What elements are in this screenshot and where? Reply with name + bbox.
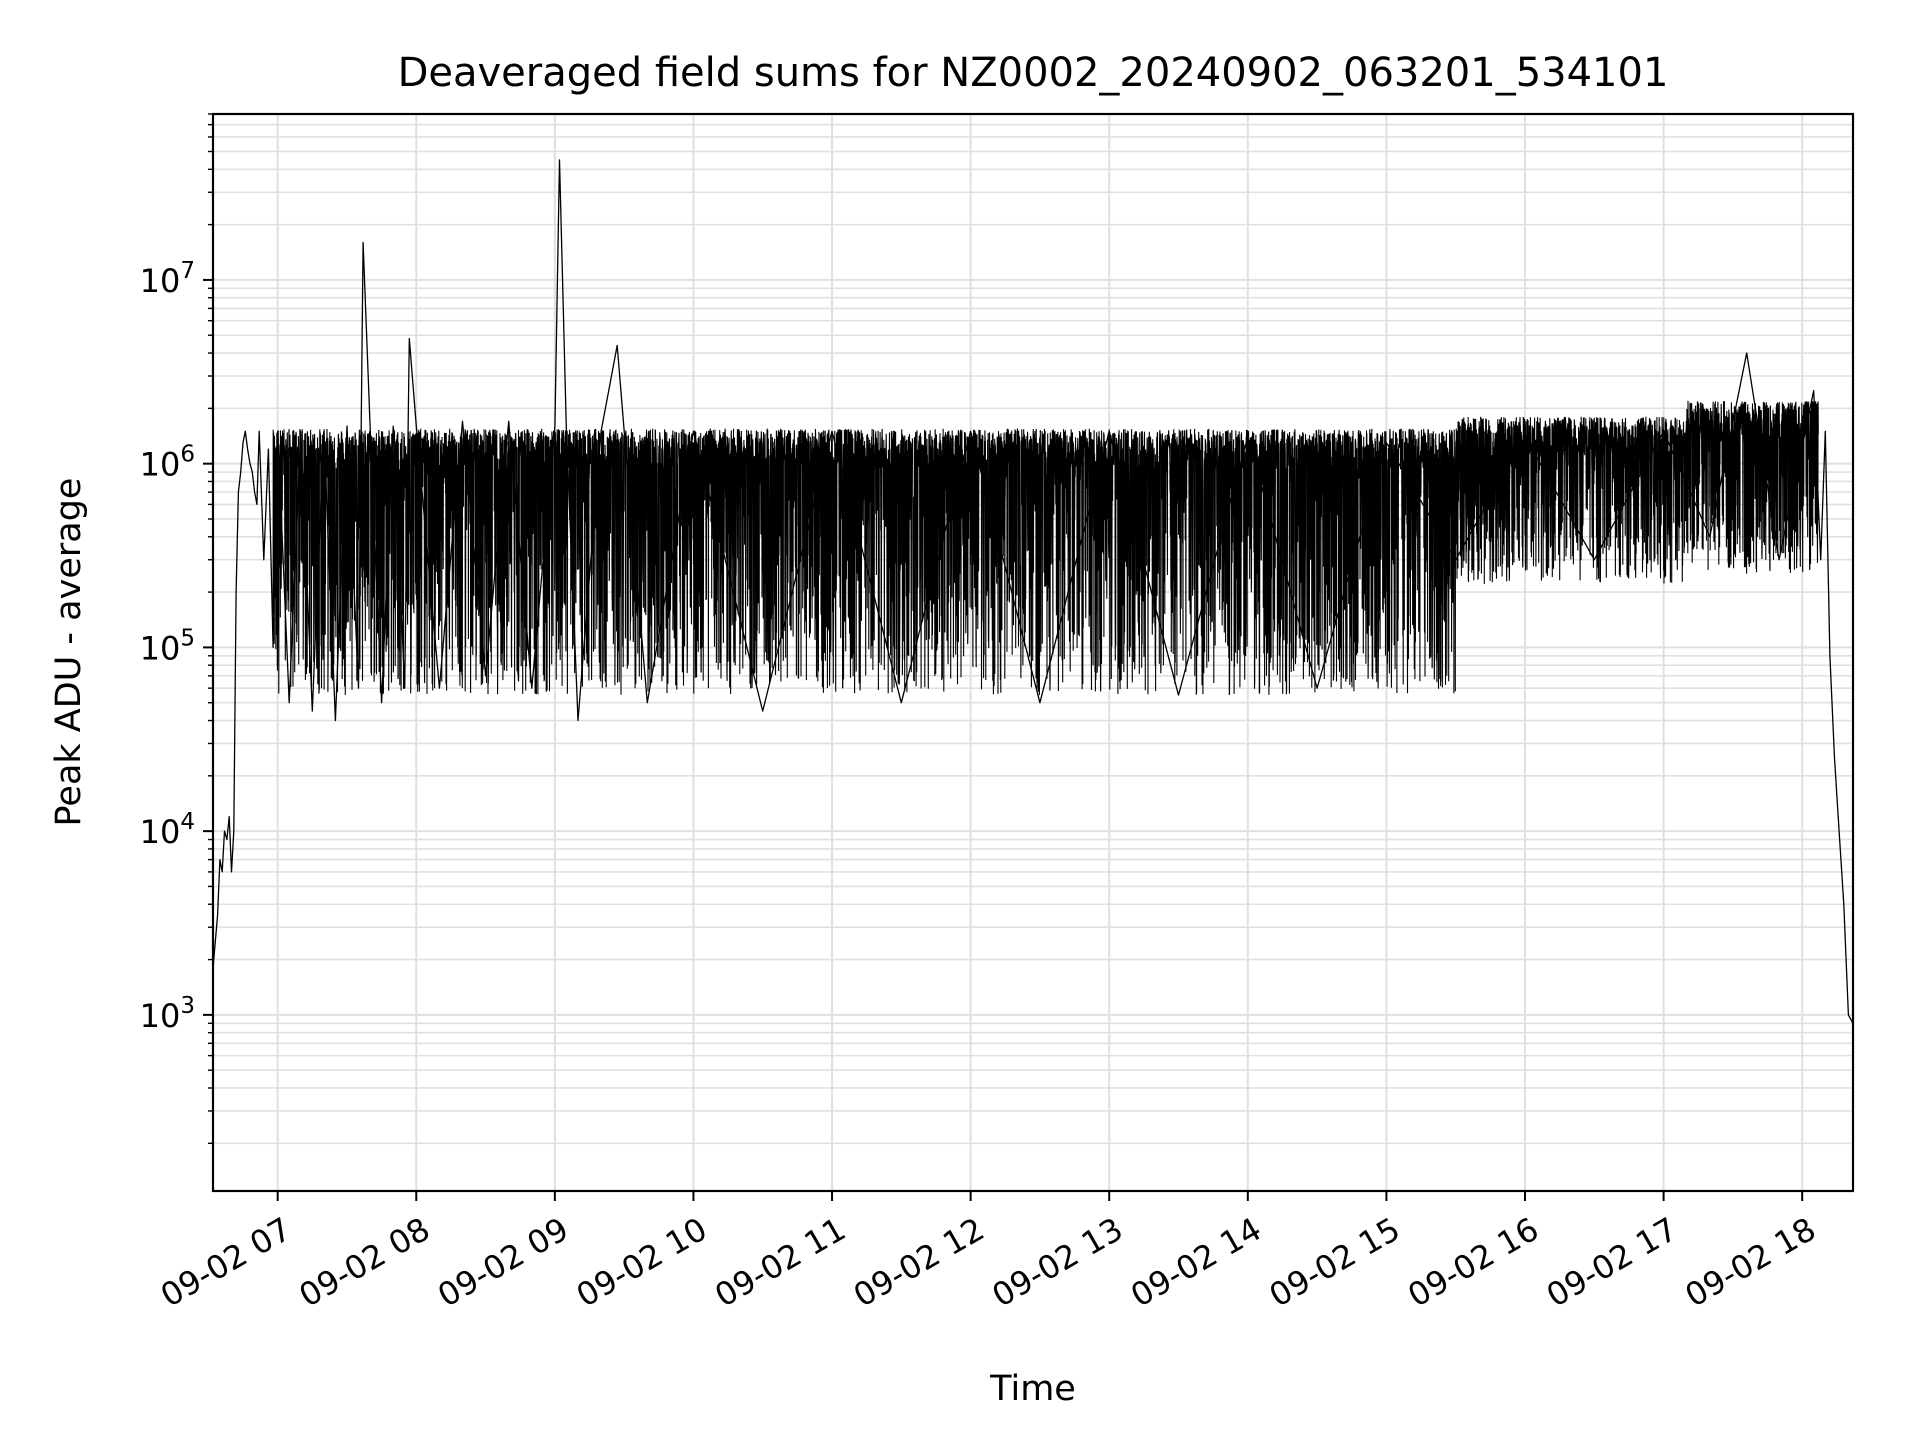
y-tick-label: 107 (140, 258, 195, 300)
y-tick-label: 105 (140, 625, 195, 667)
chart-title: Deaveraged field sums for NZ0002_2024090… (398, 50, 1669, 96)
series-line (212, 159, 1854, 1024)
plot-frame (211, 112, 1855, 1193)
x-axis-title: Time (989, 1369, 1076, 1409)
series-dense-trace (272, 400, 1819, 696)
y-tick-label: 104 (140, 809, 195, 851)
data-layer (212, 159, 1854, 1024)
y-axis: 103 104 105 106 107 (140, 113, 213, 1144)
y-tick-label: 103 (140, 993, 195, 1035)
y-axis-title: Peak ADU - average (49, 478, 89, 827)
y-tick-label: 106 (140, 442, 195, 484)
